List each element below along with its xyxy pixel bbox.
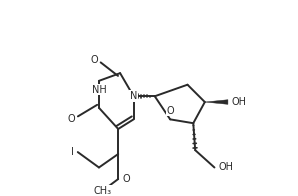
Text: O: O xyxy=(90,55,98,65)
Text: N: N xyxy=(130,91,137,101)
Text: O: O xyxy=(166,105,174,115)
Text: OH: OH xyxy=(218,162,233,172)
Text: O: O xyxy=(122,174,130,184)
Text: O: O xyxy=(67,114,75,124)
Polygon shape xyxy=(205,100,228,104)
Text: I: I xyxy=(71,147,74,157)
Text: OH: OH xyxy=(232,97,247,107)
Text: CH₃: CH₃ xyxy=(94,186,112,196)
Text: NH: NH xyxy=(91,85,106,95)
